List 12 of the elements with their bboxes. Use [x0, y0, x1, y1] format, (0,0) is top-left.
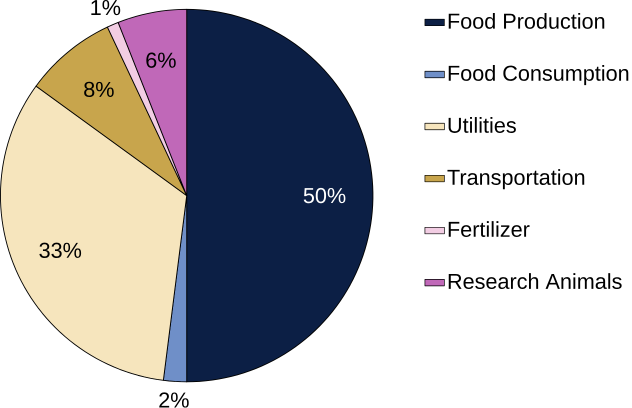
legend-label: Utilities: [448, 117, 516, 134]
legend-label: Food Consumption: [448, 65, 628, 86]
data-label: 2%: [159, 392, 189, 408]
data-label: 50%: [304, 188, 346, 204]
data-label: 33%: [39, 242, 82, 258]
legend-label: Transportation: [447, 169, 584, 190]
data-label: 1%: [91, 0, 120, 16]
data-label: 6%: [146, 52, 176, 68]
legend-label: Research Animals: [448, 273, 622, 290]
data-label: 8%: [84, 82, 114, 98]
legend-label: Fertilizer: [448, 221, 530, 238]
legend-label: Food Production: [448, 13, 604, 30]
